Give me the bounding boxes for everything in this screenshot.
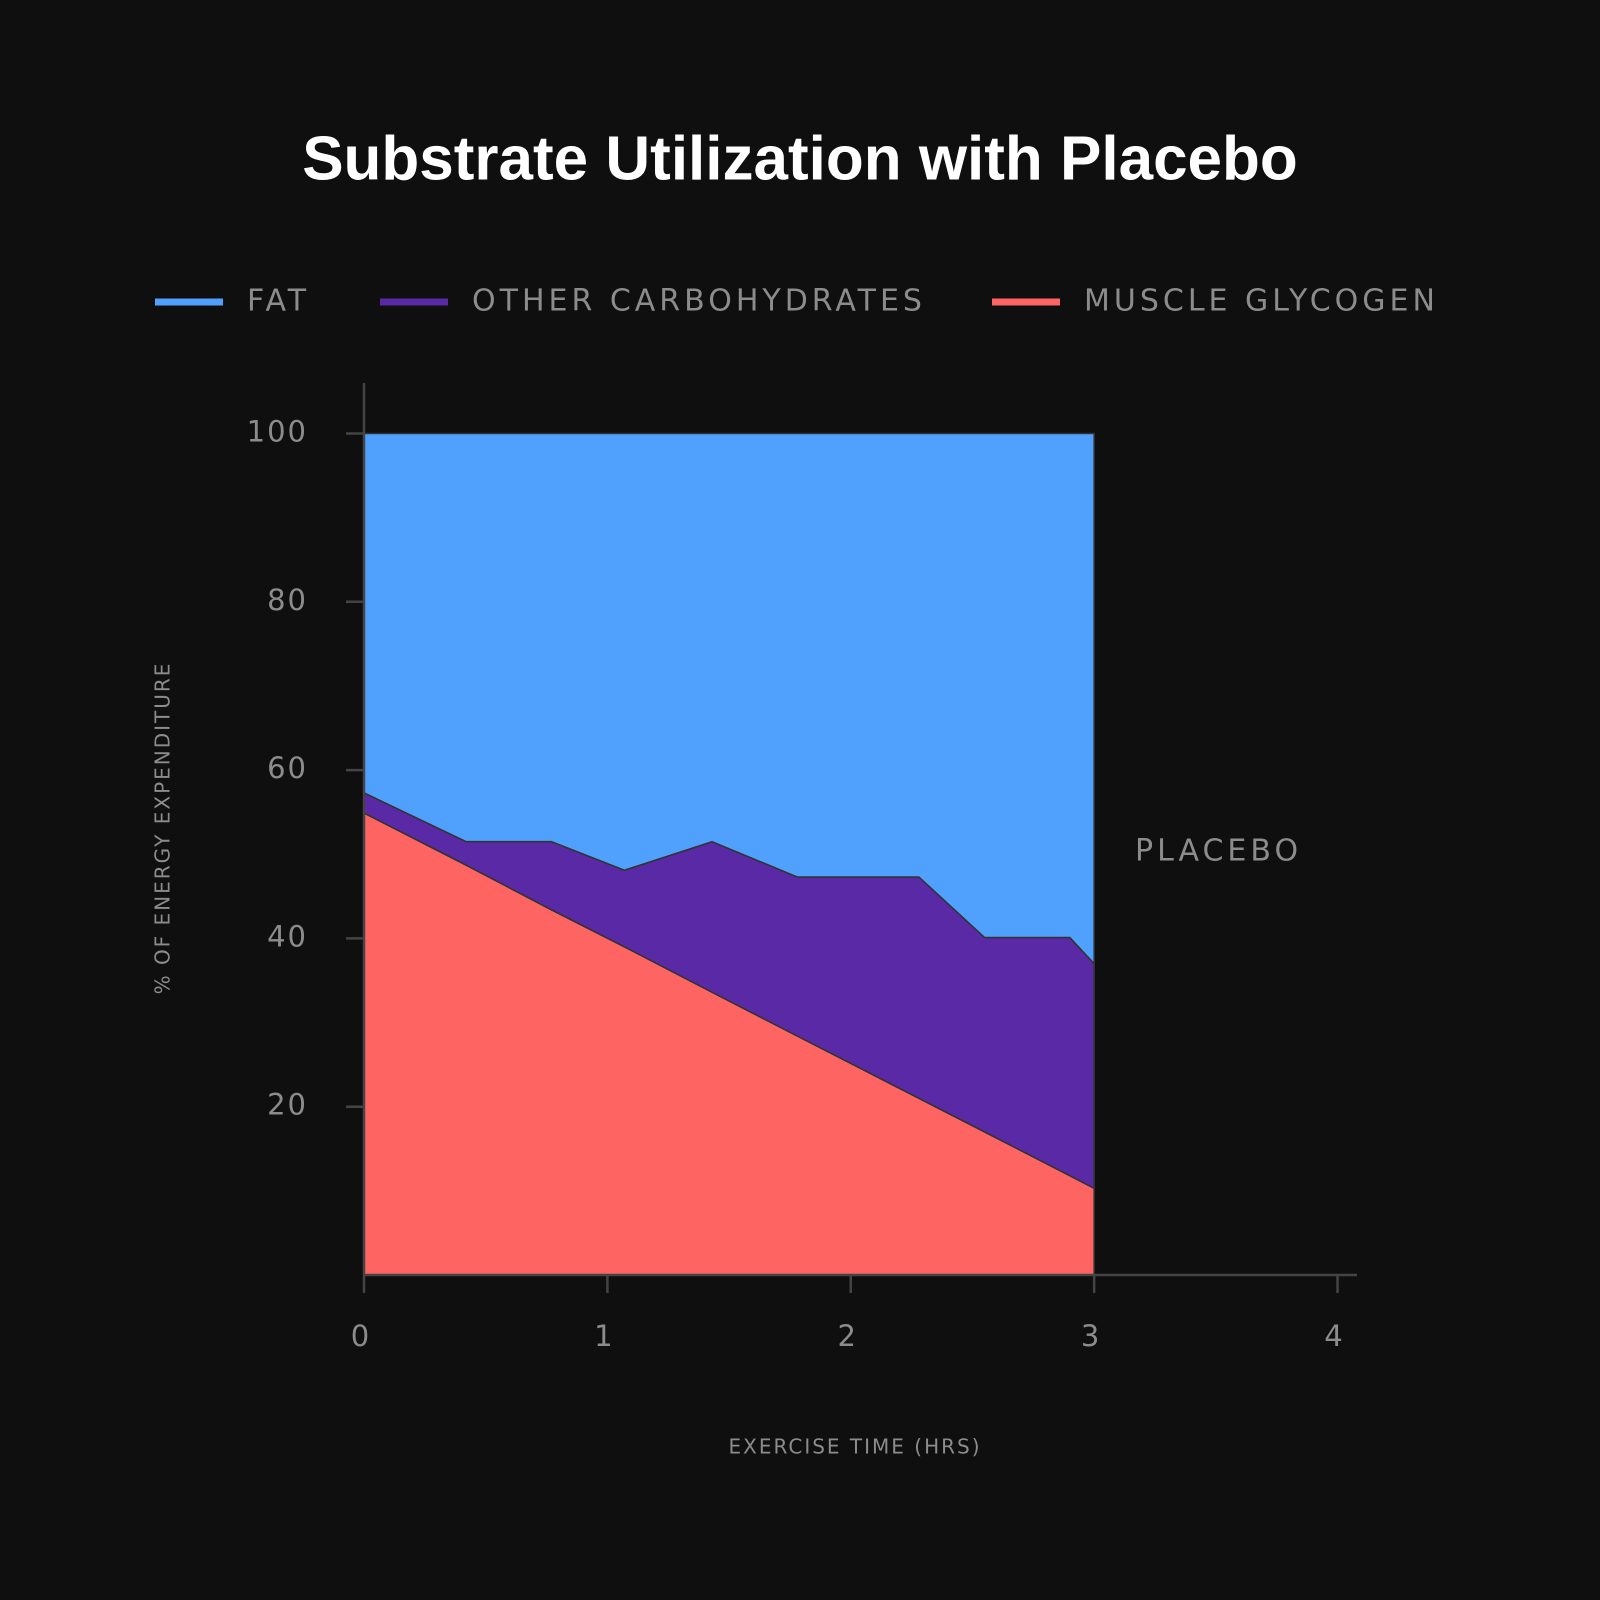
area: [363, 432, 1095, 966]
legend-label: OTHER CARBOHYDRATES: [472, 284, 926, 319]
x-tick-label: 2: [838, 1319, 858, 1353]
y-tick-label: 60: [267, 751, 308, 785]
legend-label: FAT: [247, 284, 310, 319]
annotation: PLACEBO: [1135, 834, 1302, 869]
x-tick-label: 1: [594, 1319, 614, 1353]
y-tick-label: 20: [267, 1088, 308, 1122]
legend-label: MUSCLE GLYCOGEN: [1084, 284, 1439, 319]
x-tick-label: 3: [1081, 1319, 1101, 1353]
y-tick-label: 40: [267, 919, 308, 953]
y-axis-label: % OF ENERGY EXPENDITURE: [151, 662, 175, 995]
x-axis-label: EXERCISE TIME (HRS): [728, 1435, 981, 1459]
x-tick-label: 0: [351, 1319, 371, 1353]
y-tick-label: 100: [247, 414, 308, 448]
x-tick-label: 4: [1324, 1319, 1344, 1353]
chart-title: Substrate Utilization with Placebo: [302, 124, 1298, 193]
y-tick-label: 80: [267, 583, 308, 617]
